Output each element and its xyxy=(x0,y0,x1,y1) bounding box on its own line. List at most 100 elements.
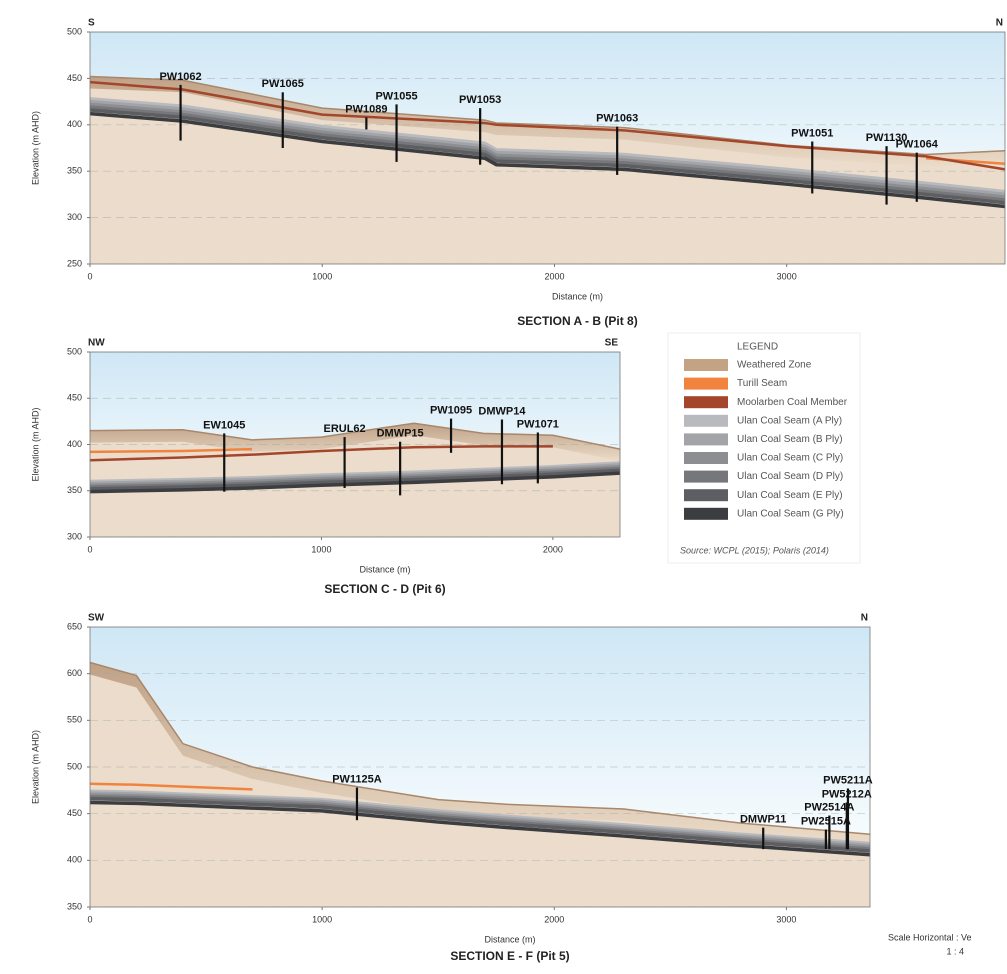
y-tick-label: 350 xyxy=(67,901,82,911)
seam-line xyxy=(90,789,870,846)
ground xyxy=(90,662,870,907)
left-end-label: S xyxy=(88,18,95,29)
x-tick-label: 0 xyxy=(87,271,92,281)
seam-line xyxy=(90,793,870,850)
x-tick-label: 1000 xyxy=(311,544,331,554)
bore-label: PW5211A xyxy=(823,774,873,786)
x-tick-label: 1000 xyxy=(312,271,332,281)
y-tick-label: 450 xyxy=(67,393,82,403)
bore-label: PW1125A xyxy=(332,773,382,785)
bore-label: PW1051 xyxy=(791,127,833,139)
seam-line xyxy=(90,796,870,853)
y-tick-label: 450 xyxy=(67,808,82,818)
y-tick-label: 500 xyxy=(67,26,82,36)
seam-line xyxy=(90,464,620,487)
legend-swatch xyxy=(684,507,728,520)
legend-title: LEGEND xyxy=(737,342,778,353)
x-axis-title: Distance (m) xyxy=(359,564,410,574)
y-tick-label: 550 xyxy=(67,715,82,725)
seam-line xyxy=(90,463,620,486)
left-end-label: SW xyxy=(88,613,105,624)
seam-line xyxy=(90,80,1005,171)
y-tick-label: 400 xyxy=(67,439,82,449)
seam-line xyxy=(90,99,1005,197)
plot-frame xyxy=(89,31,1006,265)
y-axis-title: Elevation (m AHD) xyxy=(30,111,40,185)
legend-label: Ulan Coal Seam (C Ply) xyxy=(737,453,843,464)
seam-line xyxy=(90,468,620,491)
bore-label: PW1053 xyxy=(459,94,501,106)
bore-label: PW1055 xyxy=(375,90,417,102)
x-axis-title: Distance (m) xyxy=(484,934,535,944)
legend-swatch xyxy=(684,377,728,390)
x-tick-label: 0 xyxy=(87,544,92,554)
weathered-band xyxy=(90,423,620,462)
legend-label: Weathered Zone xyxy=(737,360,812,371)
y-axis-title: Elevation (m AHD) xyxy=(30,407,40,481)
ground-surface xyxy=(90,661,870,835)
bore-label: EW1045 xyxy=(203,419,245,431)
y-tick-label: 300 xyxy=(67,531,82,541)
legend-swatch xyxy=(684,452,728,464)
legend-label: Turill Seam xyxy=(737,378,787,389)
ground xyxy=(90,76,1005,264)
right-end-label: N xyxy=(861,613,868,624)
bore-label: ERUL62 xyxy=(323,423,365,435)
x-tick-label: 2000 xyxy=(544,271,564,281)
bore-label: PW1063 xyxy=(596,113,638,125)
legend-swatch xyxy=(684,433,728,446)
y-tick-label: 500 xyxy=(67,761,82,771)
section-title: SECTION E - F (Pit 5) xyxy=(450,949,569,963)
bore-label: DMWP15 xyxy=(377,428,424,440)
x-tick-label: 2000 xyxy=(543,544,563,554)
x-tick-label: 2000 xyxy=(544,914,564,924)
bore-label: PW1065 xyxy=(262,78,304,90)
right-end-label: SE xyxy=(605,338,619,349)
bore-label: DMWP11 xyxy=(740,814,786,826)
bore-label: PW5212A xyxy=(822,788,872,800)
x-tick-label: 3000 xyxy=(777,271,797,281)
scale-note: Scale Horizontal : Ve xyxy=(888,932,972,942)
legend-box xyxy=(667,332,861,564)
y-tick-label: 350 xyxy=(67,166,82,176)
x-tick-label: 0 xyxy=(87,914,92,924)
scale-ratio: 1 : 4 xyxy=(946,946,964,956)
y-tick-label: 250 xyxy=(67,258,82,268)
bore-label: PW1095 xyxy=(430,405,472,417)
y-tick-label: 500 xyxy=(67,346,82,356)
plot-area xyxy=(90,627,870,907)
seam-line xyxy=(90,447,253,454)
seam-line xyxy=(90,471,620,494)
seam-line xyxy=(90,111,1005,209)
bore-label: PW2515A xyxy=(801,815,851,827)
right-end-label: N xyxy=(996,18,1003,29)
seam-line xyxy=(90,445,553,462)
ground-surface xyxy=(90,422,620,450)
seam-line xyxy=(90,795,870,851)
section-title: SECTION C - D (Pit 6) xyxy=(324,582,445,596)
legend-swatch xyxy=(684,414,728,427)
legend-swatch xyxy=(684,396,728,409)
seam-line xyxy=(90,97,1005,194)
legend-label: Ulan Coal Seam (E Ply) xyxy=(737,490,843,501)
y-tick-label: 350 xyxy=(67,485,82,495)
y-axis-title: Elevation (m AHD) xyxy=(30,730,40,804)
y-tick-label: 300 xyxy=(67,212,82,222)
seam-line xyxy=(90,791,870,848)
seam-line xyxy=(90,105,1005,202)
plot-area xyxy=(90,352,620,537)
ground-surface xyxy=(90,75,1005,156)
legend-swatch xyxy=(684,489,728,502)
x-tick-label: 3000 xyxy=(776,914,796,924)
legend-label: Ulan Coal Seam (D Ply) xyxy=(737,471,843,482)
bore-label: PW1071 xyxy=(517,418,559,430)
x-axis-title: Distance (m) xyxy=(552,291,603,301)
legend-swatch xyxy=(684,470,728,483)
y-tick-label: 400 xyxy=(67,119,82,129)
section-title: SECTION A - B (Pit 8) xyxy=(517,314,637,328)
legend-label: Ulan Coal Seam (B Ply) xyxy=(737,434,843,445)
y-tick-label: 650 xyxy=(67,621,82,631)
bore-label: DMWP14 xyxy=(478,405,526,417)
bore-label: PW1089 xyxy=(345,103,387,115)
